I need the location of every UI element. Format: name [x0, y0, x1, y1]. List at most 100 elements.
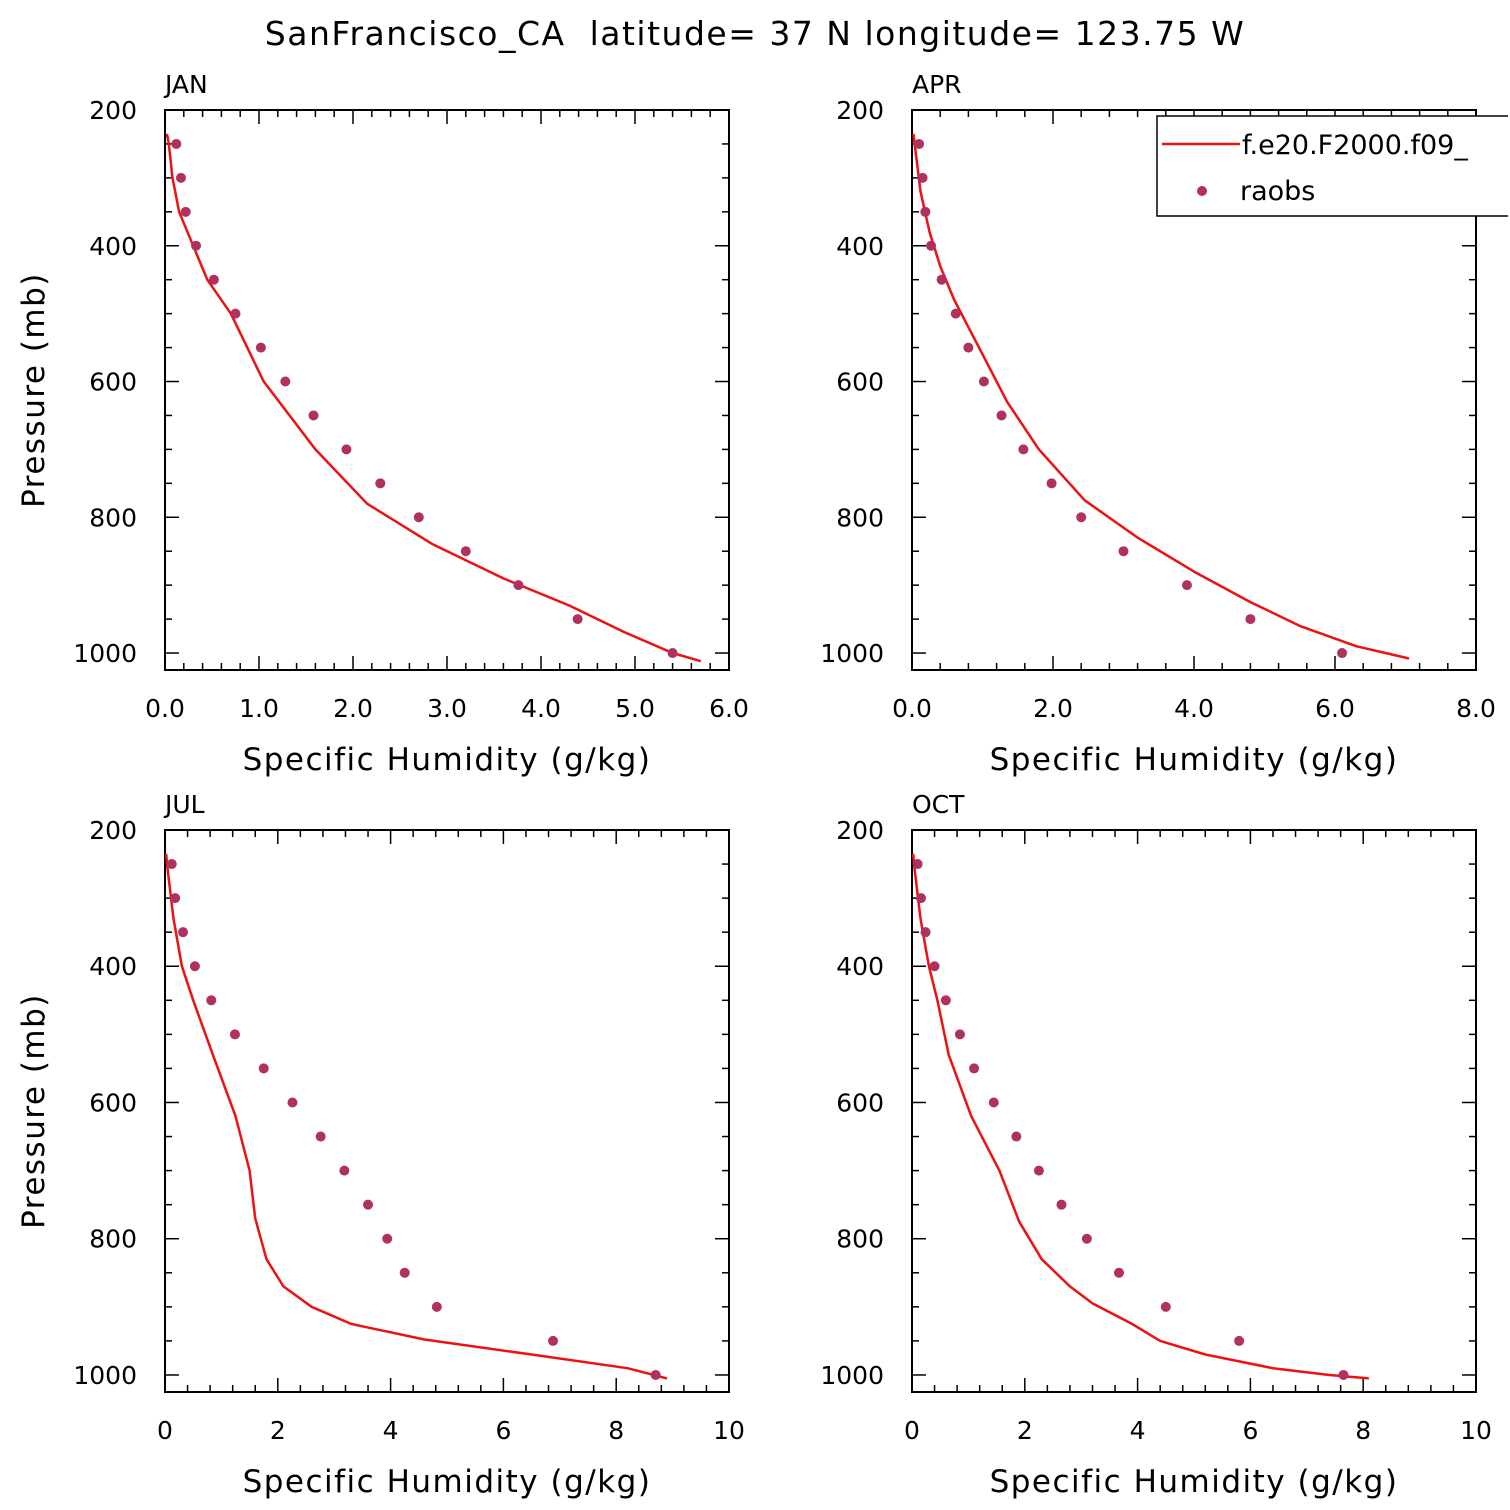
raobs-point — [667, 648, 678, 659]
raobs-point — [308, 410, 319, 421]
raobs-point — [1245, 614, 1256, 625]
raobs-point — [431, 1301, 442, 1312]
panel-label: APR — [912, 70, 962, 99]
legend-raobs-label: raobs — [1240, 176, 1315, 207]
x-tick-label: 2 — [1017, 1416, 1033, 1445]
x-tick-label: 4.0 — [521, 694, 561, 723]
raobs-point — [191, 240, 202, 251]
y-tick-label: 800 — [89, 503, 137, 532]
raobs-point — [914, 138, 925, 149]
model-line — [164, 853, 668, 1380]
raobs-point — [950, 308, 961, 319]
x-tick-label: 4.0 — [1174, 694, 1214, 723]
raobs-point — [1081, 1233, 1092, 1244]
y-tick-label: 600 — [89, 368, 137, 397]
y-tick-label: 600 — [836, 368, 884, 397]
chart-title: SanFrancisco_CA latitude= 37 N longitude… — [265, 14, 1245, 53]
x-tick-label: 0.0 — [145, 694, 185, 723]
raobs-point — [996, 410, 1007, 421]
legend: f.e20.F2000.f09_ raobs — [1156, 115, 1508, 217]
raobs-point — [988, 1097, 999, 1108]
raobs-point — [339, 1165, 350, 1176]
plot-frame — [164, 109, 730, 671]
raobs-point — [178, 927, 189, 938]
y-tick-label: 1000 — [820, 1361, 884, 1390]
raobs-point — [363, 1199, 374, 1210]
x-tick-label: 8 — [1355, 1416, 1371, 1445]
raobs-point — [229, 1029, 240, 1040]
raobs-point — [1056, 1199, 1067, 1210]
raobs-point — [399, 1267, 410, 1278]
raobs-point — [936, 274, 947, 285]
y-tick-label: 200 — [836, 96, 884, 125]
raobs-point — [460, 546, 471, 557]
y-axis-label: Pressure (mb) — [16, 272, 52, 508]
panel-label: JAN — [163, 70, 208, 99]
x-tick-label: 0 — [157, 1416, 173, 1445]
raobs-point — [382, 1233, 393, 1244]
raobs-point — [912, 859, 923, 870]
x-tick-label: 6 — [1242, 1416, 1258, 1445]
raobs-point — [206, 995, 217, 1006]
raobs-point — [230, 308, 241, 319]
raobs-point — [171, 138, 182, 149]
y-tick-label: 800 — [836, 503, 884, 532]
x-tick-label: 10 — [713, 1416, 745, 1445]
raobs-point — [258, 1063, 269, 1074]
x-tick-label: 6.0 — [1315, 694, 1355, 723]
x-tick-label: 0.0 — [892, 694, 932, 723]
raobs-point — [287, 1097, 298, 1108]
raobs-point — [413, 512, 424, 523]
raobs-point — [255, 342, 266, 353]
raobs-point — [175, 172, 186, 183]
raobs-point — [189, 961, 200, 972]
raobs-point — [1011, 1131, 1022, 1142]
panel-jul: JUL 0 2 4 6 8 10 200 400 600 800 1000 Specific Humid… — [16, 790, 745, 1500]
x-tick-label: 8 — [608, 1416, 624, 1445]
raobs-point — [180, 206, 191, 217]
raobs-point — [1337, 648, 1348, 659]
raobs-point — [572, 614, 583, 625]
x-tick-label: 2 — [270, 1416, 286, 1445]
y-tick-label: 600 — [89, 1088, 137, 1117]
x-tick-label: 10 — [1460, 1416, 1492, 1445]
raobs-point — [978, 376, 989, 387]
x-axis-label: Specific Humidity (g/kg) — [990, 1464, 1399, 1500]
raobs-point — [341, 444, 352, 455]
raobs-point — [1076, 512, 1087, 523]
raobs-point — [1338, 1369, 1349, 1380]
x-tick-label: 6.0 — [709, 694, 749, 723]
model-line — [911, 853, 1369, 1380]
panel-jan: JAN 0.0 1.0 2.0 3.0 4.0 5.0 6.0 200 400 600 800 1000… — [16, 70, 749, 778]
raobs-point — [926, 240, 937, 251]
raobs-point — [920, 206, 931, 217]
legend-raobs-marker — [1197, 186, 1207, 196]
raobs-point — [548, 1335, 559, 1346]
raobs-point — [170, 893, 181, 904]
plot-frame — [164, 829, 730, 1393]
x-axis-label: Specific Humidity (g/kg) — [243, 742, 652, 778]
y-tick-label: 800 — [89, 1225, 137, 1254]
raobs-point — [929, 961, 940, 972]
y-tick-label: 1000 — [820, 639, 884, 668]
raobs-point — [208, 274, 219, 285]
y-tick-label: 600 — [836, 1088, 884, 1117]
panel-label: JUL — [163, 790, 205, 819]
raobs-point — [1113, 1267, 1124, 1278]
raobs-point — [1160, 1301, 1171, 1312]
legend-box — [1156, 115, 1508, 217]
x-tick-label: 3.0 — [427, 694, 467, 723]
x-tick-label: 4 — [383, 1416, 399, 1445]
raobs-point — [920, 927, 931, 938]
raobs-point — [916, 893, 927, 904]
x-tick-label: 2.0 — [333, 694, 373, 723]
y-tick-label: 1000 — [73, 1361, 137, 1390]
y-tick-label: 200 — [836, 816, 884, 845]
panel-oct: OCT 0 2 4 6 8 10 200 400 600 800 1000 Specific Humid… — [820, 790, 1492, 1500]
raobs-point — [315, 1131, 326, 1142]
plot-frame — [911, 829, 1477, 1393]
raobs-point — [1234, 1335, 1245, 1346]
y-tick-label: 800 — [836, 1225, 884, 1254]
raobs-point — [940, 995, 951, 1006]
